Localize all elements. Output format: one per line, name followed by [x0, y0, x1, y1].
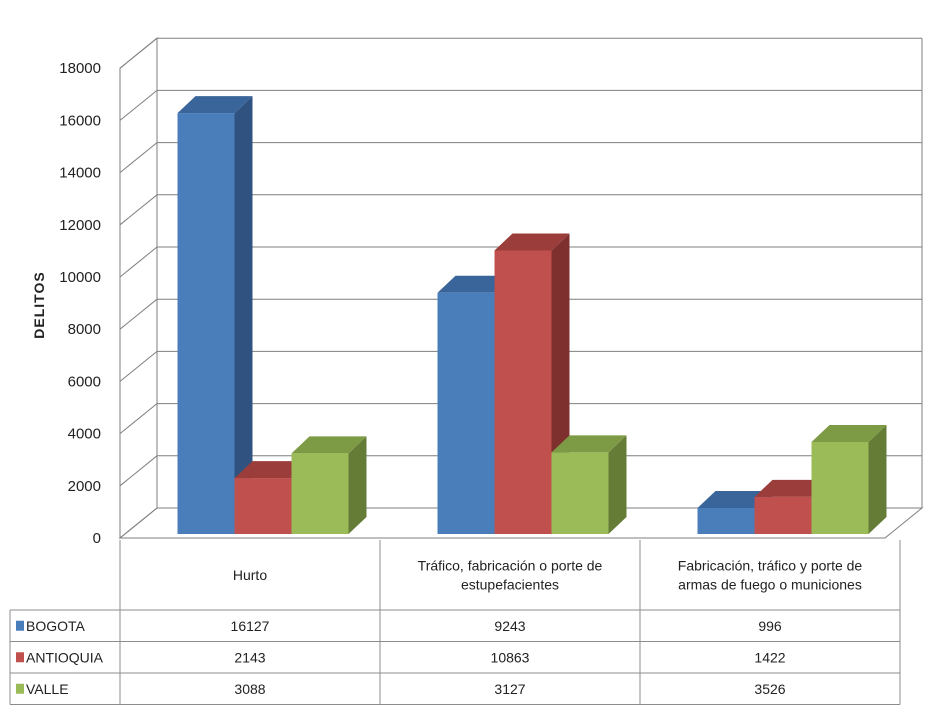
- legend-label: ANTIOQUIA: [26, 649, 104, 665]
- table-value: 3088: [234, 681, 265, 697]
- bar-side: [234, 96, 253, 534]
- category-label: Fabricación, tráfico y porte de: [678, 558, 863, 574]
- y-tick-label: 12000: [59, 217, 101, 234]
- bar-valle-2: [551, 435, 627, 534]
- bar-front: [754, 496, 812, 534]
- bar-top: [754, 479, 830, 497]
- bar-top: [177, 96, 253, 114]
- bar-front: [177, 113, 235, 534]
- y-tick-label: 0: [93, 530, 101, 547]
- side-wall: [119, 37, 158, 540]
- bar-antioquia-2: [494, 233, 570, 534]
- gridline-diagonal: [119, 455, 158, 487]
- table-value: 2143: [234, 649, 265, 665]
- legend-key-antioquia: [16, 652, 24, 663]
- legend-key-bogota: [16, 620, 24, 631]
- bar-top: [494, 233, 570, 251]
- bar-front: [437, 292, 495, 534]
- bar-top: [697, 491, 773, 509]
- bar-front: [494, 250, 552, 534]
- y-tick-label: 4000: [68, 426, 101, 443]
- bar-side: [348, 436, 367, 534]
- y-axis-ticks: 0 2000 4000 6000 8000 10000 12000 14000 16000 180…: [59, 60, 101, 547]
- bar-front: [234, 478, 292, 534]
- y-tick-label: 6000: [68, 373, 101, 390]
- y-axis-label: DELITOS: [31, 271, 47, 338]
- gridline-diagonal: [119, 37, 158, 69]
- table-value: 10863: [491, 649, 530, 665]
- table-value: 3127: [494, 681, 525, 697]
- gridline-diagonal: [119, 90, 158, 121]
- category-label: Hurto: [233, 567, 267, 583]
- bars: [177, 96, 887, 534]
- y-tick-label: 18000: [59, 60, 101, 77]
- y-tick-label: 16000: [59, 112, 101, 129]
- table-value: 1422: [754, 649, 785, 665]
- table-value: 996: [758, 618, 782, 634]
- y-tick-label: 10000: [59, 269, 101, 286]
- legend-label: BOGOTA: [26, 618, 86, 634]
- bar-valle-3: [811, 424, 887, 534]
- category-label: Tráfico, fabricación o porte de: [418, 558, 603, 574]
- bar-front: [697, 508, 755, 534]
- y-tick-label: 2000: [68, 478, 101, 495]
- table-value: 3526: [754, 681, 785, 697]
- gridline-diagonal: [119, 194, 158, 226]
- bar-side: [608, 435, 627, 534]
- gridline-diagonal: [119, 142, 158, 173]
- bar-bogota-1: [177, 96, 253, 534]
- legend-key-valle: [16, 683, 24, 694]
- bar-front: [551, 452, 609, 534]
- bar-top: [234, 461, 310, 479]
- category-label: armas de fuego o municiones: [678, 577, 862, 593]
- gridline-diagonal: [119, 246, 158, 278]
- bar-top: [551, 435, 627, 453]
- y-tick-label: 8000: [68, 321, 101, 338]
- bar-front: [811, 441, 869, 534]
- bar-top: [811, 424, 887, 442]
- table-value: 9243: [494, 618, 525, 634]
- gridline-diagonal: [119, 403, 158, 434]
- data-table: Hurto Tráfico, fabricación o porte de estu…: [9, 540, 901, 705]
- gridline-diagonal: [119, 351, 158, 382]
- bar-valle-1: [291, 436, 367, 534]
- bar-top: [291, 436, 367, 454]
- bar-front: [291, 453, 349, 534]
- bar-top: [437, 275, 513, 293]
- y-tick-label: 14000: [59, 165, 101, 182]
- gridline-diagonal: [119, 298, 158, 330]
- bar-side: [868, 424, 887, 534]
- legend-label: VALLE: [26, 681, 69, 697]
- table-value: 16127: [231, 618, 270, 634]
- category-label: estupefacientes: [461, 577, 559, 593]
